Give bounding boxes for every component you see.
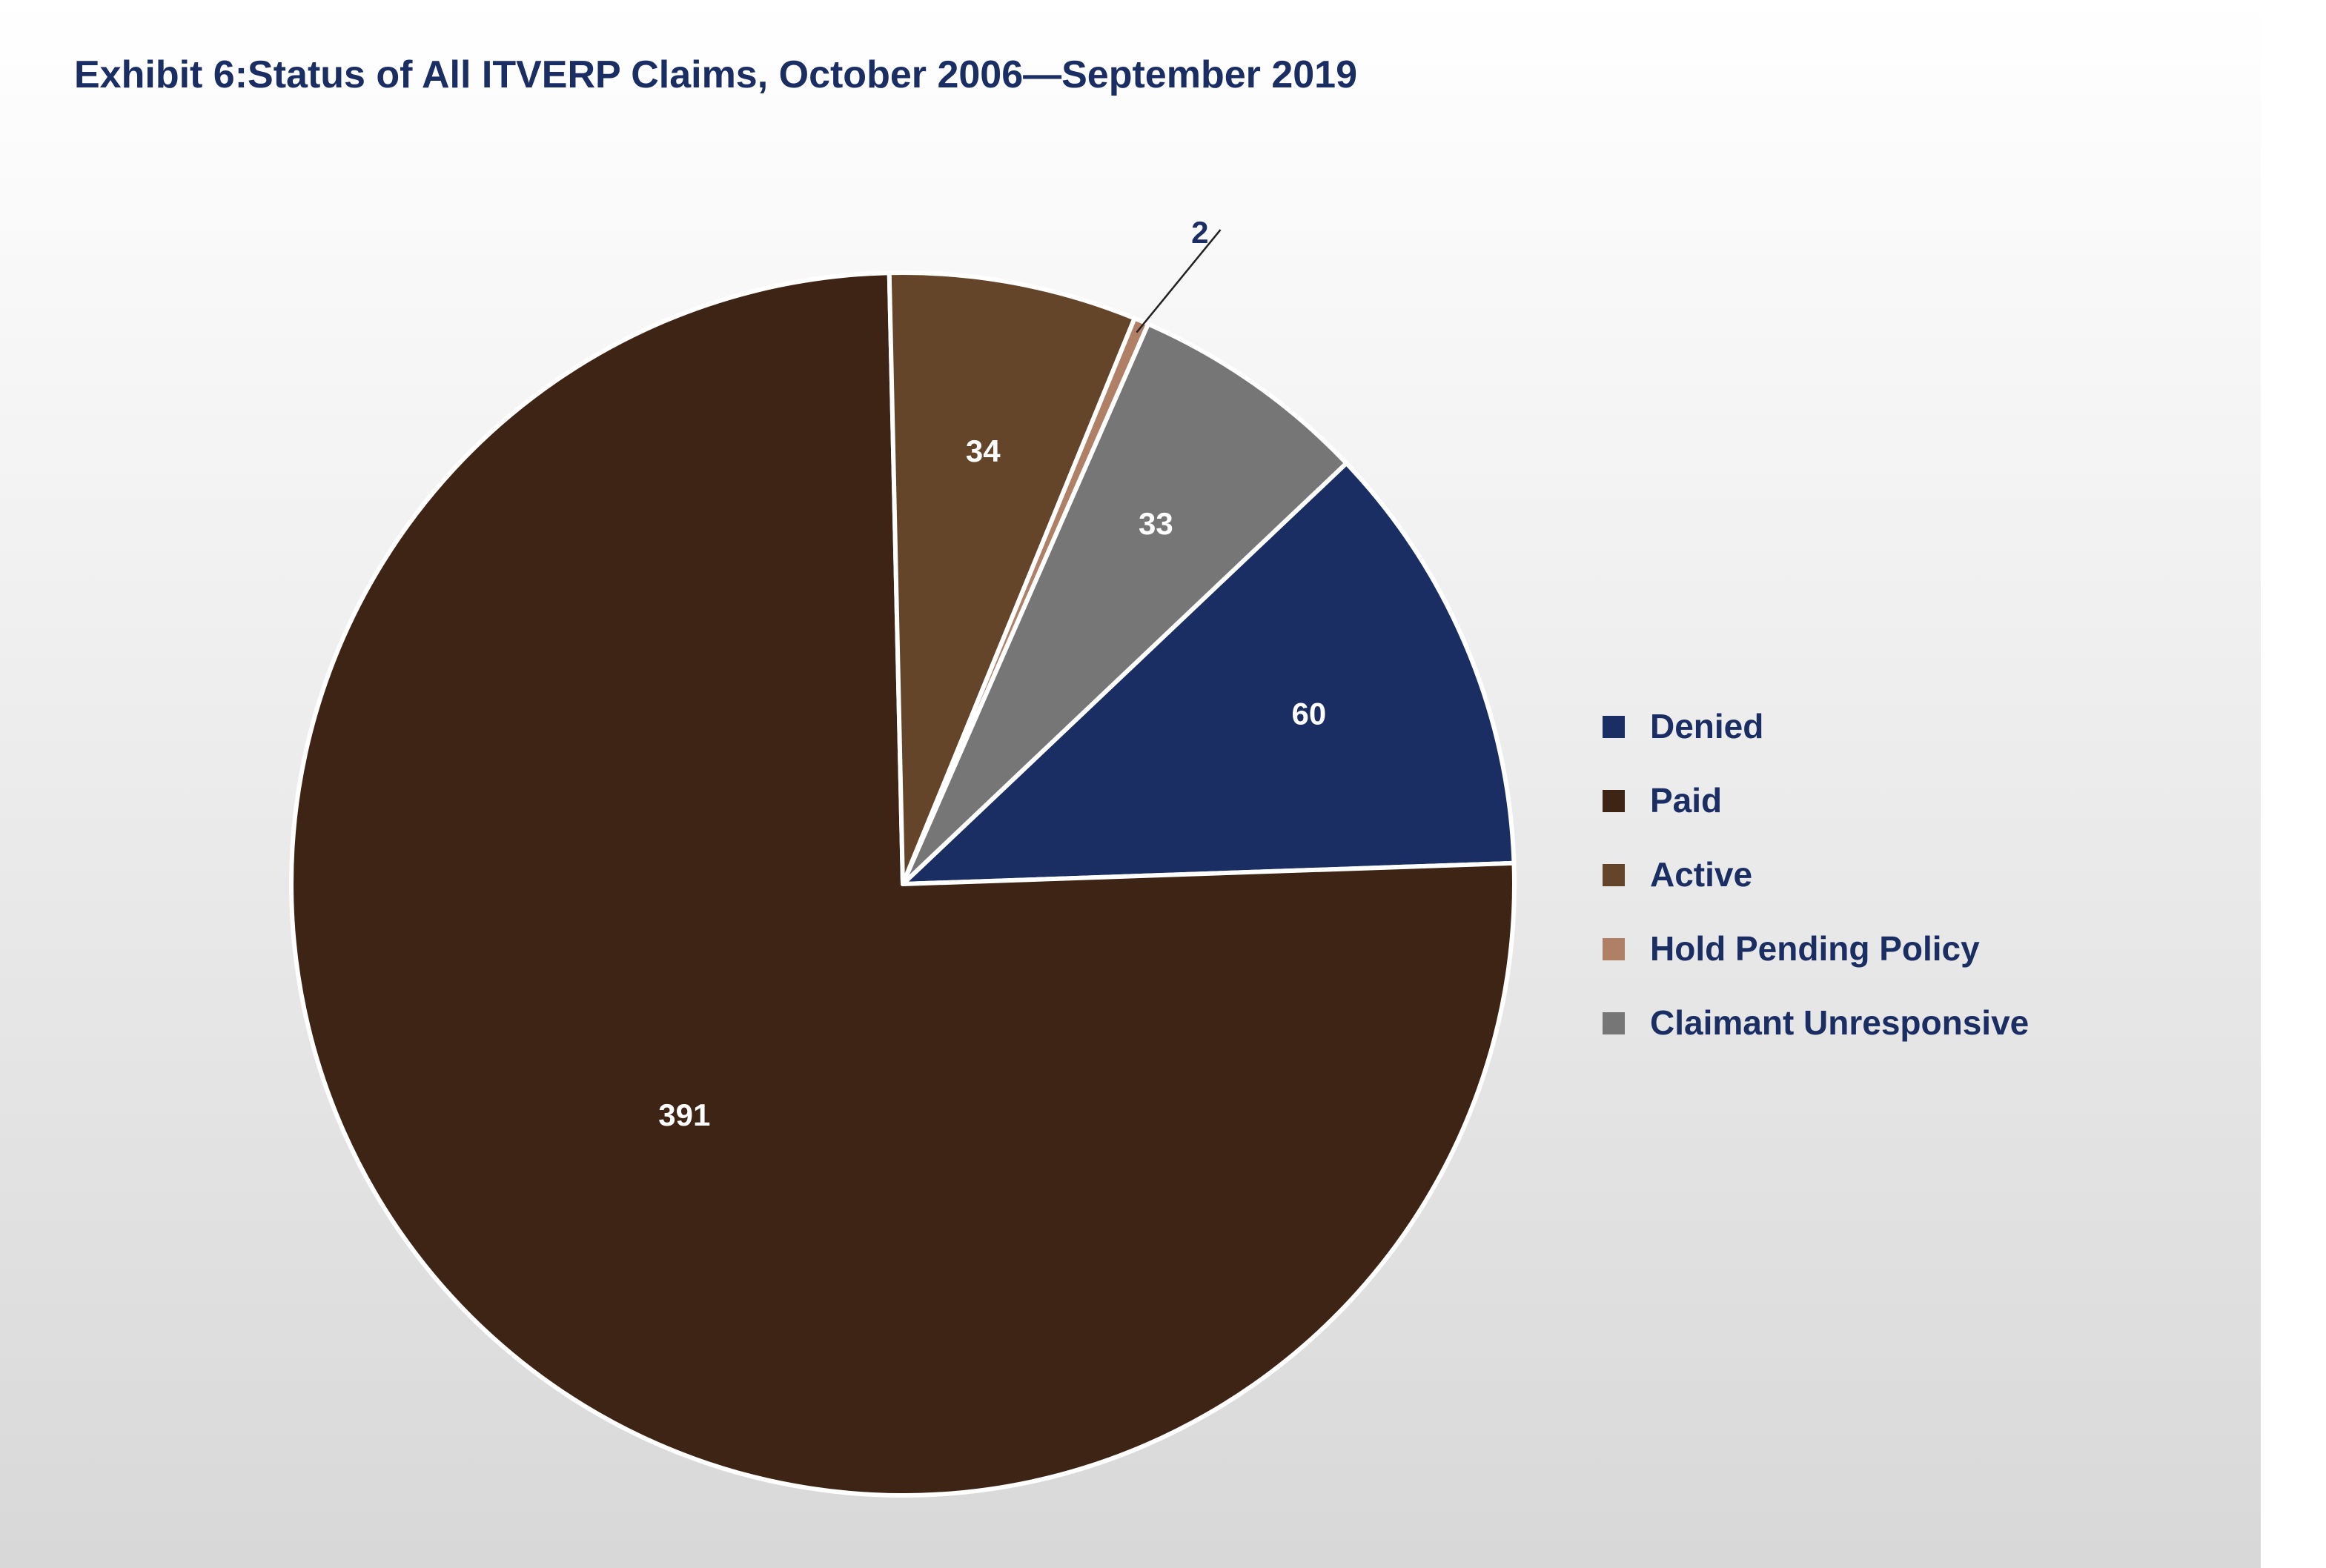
chart-title: Exhibit 6:Status of All ITVERP Claims, O… (74, 53, 1357, 96)
legend-label-paid: Paid (1650, 781, 1722, 820)
legend-swatch-hold-pending-policy (1603, 938, 1625, 960)
legend: Denied Paid Active Hold Pending Policy Claim… (1603, 707, 2029, 1042)
legend-label-claimant-unresponsive: Claimant Unresponsive (1650, 1003, 2029, 1042)
legend-swatch-active (1603, 864, 1625, 886)
data-label-claimant-unresponsive: 33 (1139, 506, 1173, 541)
pie-slice-denied (901, 461, 1517, 886)
data-label-paid: 391 (658, 1097, 710, 1132)
pie-slice-active (887, 270, 1137, 886)
legend-label-hold-pending-policy: Hold Pending Policy (1650, 929, 1980, 968)
legend-label-denied: Denied (1650, 707, 1763, 745)
pie-labels: 60 391 34 2 33 (658, 215, 1326, 1132)
data-label-active: 34 (966, 433, 1001, 468)
pie-slices (289, 270, 1517, 1498)
legend-label-active: Active (1650, 855, 1752, 894)
data-label-hold-pending-policy: 2 (1191, 215, 1208, 250)
leader-line-hold-pending-policy (1136, 229, 1222, 333)
pie-slice-claimant-unresponsive (901, 322, 1349, 886)
data-label-denied: 60 (1292, 696, 1327, 731)
legend-swatch-claimant-unresponsive (1603, 1012, 1625, 1034)
legend-swatch-paid (1603, 790, 1625, 812)
legend-swatch-denied (1603, 716, 1625, 738)
